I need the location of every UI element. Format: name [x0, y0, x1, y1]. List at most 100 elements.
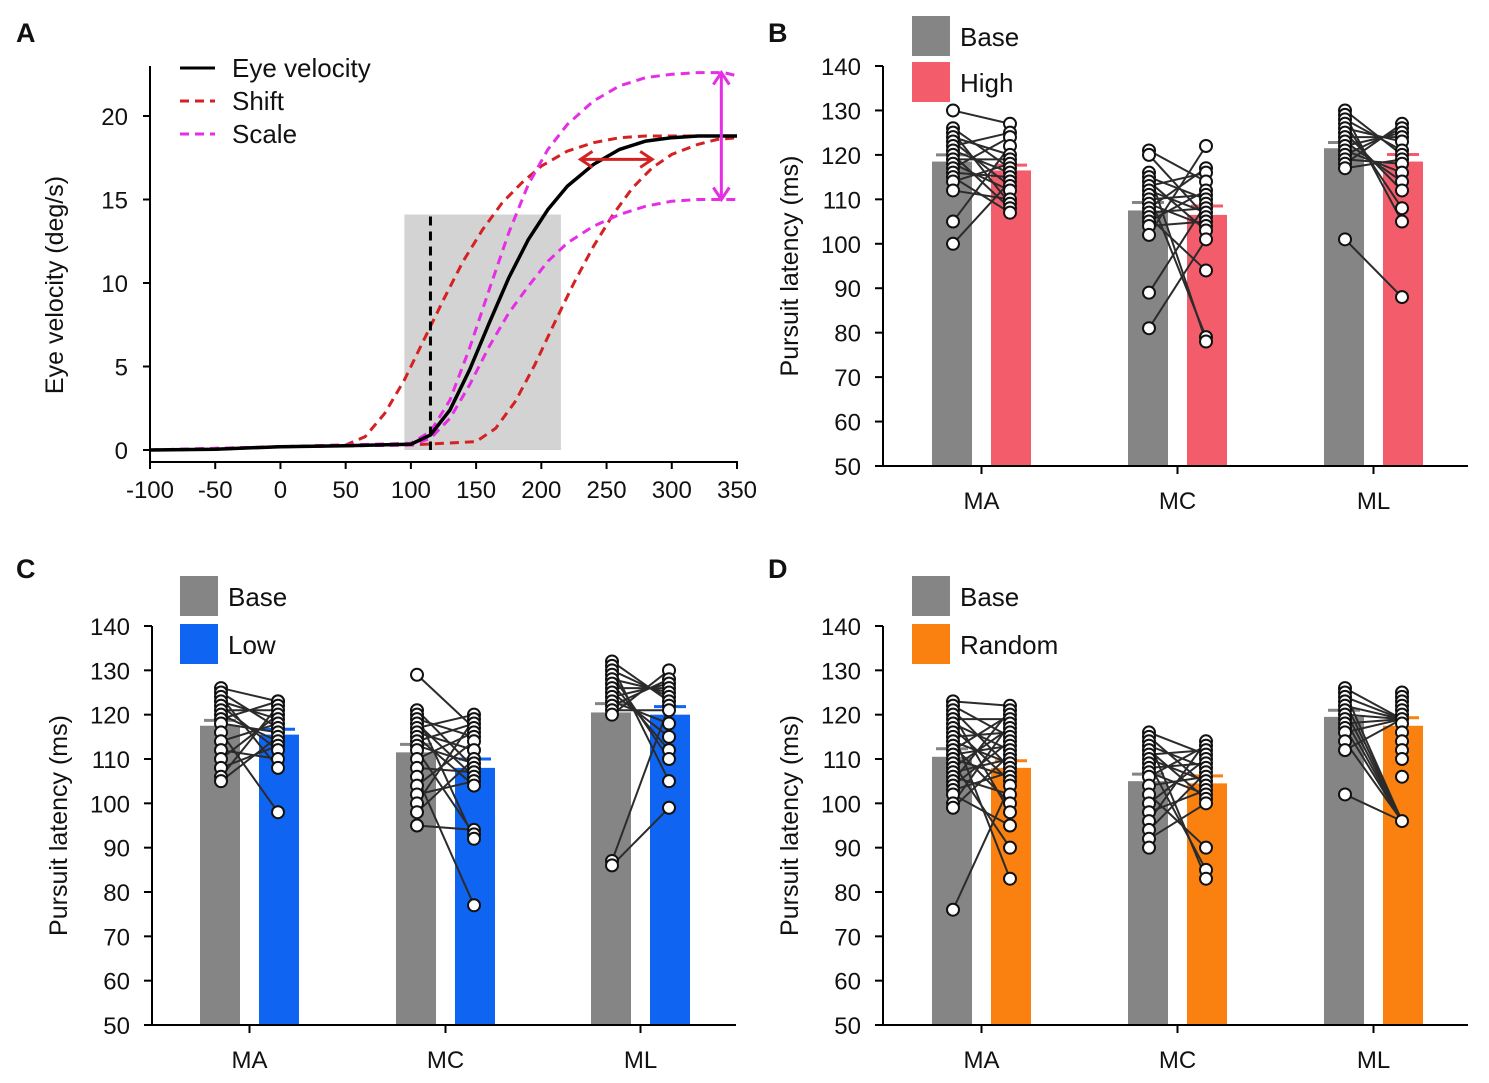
legend-label: Shift — [232, 86, 285, 116]
panel-d: D Base Random 50 60 70 80 90 100 110 120 130 140 MA M… — [768, 554, 1468, 1074]
subject-pair-line — [952, 189, 1011, 201]
subject-point-random — [1395, 752, 1409, 766]
subject-pair-line — [1344, 718, 1403, 734]
subject-pair-line — [220, 700, 279, 721]
y-tick-label: 20 — [101, 104, 128, 131]
y-tick-label: 80 — [834, 880, 861, 907]
subject-pair-line — [952, 731, 1011, 738]
legend-swatch-high — [912, 62, 950, 102]
subject-point-base — [1338, 787, 1352, 802]
y-tick-label: 80 — [103, 880, 130, 907]
subject-pair-line — [1344, 713, 1403, 721]
legend-label: Eye velocity — [232, 53, 371, 83]
x-tick-label: ML — [624, 1047, 657, 1074]
subject-pair-line — [611, 678, 670, 694]
subject-pair-line — [611, 682, 670, 698]
paired-lines-mc — [1148, 145, 1207, 342]
x-tick-label: MC — [427, 1047, 464, 1074]
subject-pair-line — [952, 727, 1011, 769]
subject-point-low — [662, 716, 676, 731]
x-tick-label: 300 — [652, 477, 692, 504]
y-tick-label: 70 — [103, 924, 130, 951]
subject-pair-line — [1344, 127, 1403, 143]
subject-point-high — [1395, 214, 1409, 229]
legend-swatch-base — [912, 16, 950, 56]
legend-label: Base — [960, 582, 1019, 612]
x-tick-label: MC — [1159, 488, 1196, 515]
y-axis-label: Eye velocity (deg/s) — [41, 176, 69, 394]
x-tick-label: ML — [1357, 1047, 1390, 1074]
subject-point-random — [1003, 871, 1017, 886]
y-tick-label: 70 — [834, 365, 861, 392]
bar-low-ma — [259, 734, 299, 1025]
subject-pair-line — [952, 180, 1011, 245]
subject-point-base — [605, 707, 619, 722]
series-line-scale-down — [149, 198, 737, 452]
subject-pair-line — [1344, 158, 1403, 170]
subject-pair-line — [1344, 704, 1403, 721]
y-tick-label: 60 — [834, 969, 861, 996]
x-tick-label: ML — [1357, 488, 1390, 515]
y-tick-label: 5 — [115, 355, 128, 382]
subject-point-low — [271, 760, 285, 775]
y-tick-label: 100 — [90, 791, 130, 818]
subject-pair-line — [220, 687, 279, 703]
subject-point-low — [467, 898, 481, 913]
subject-pair-line — [1344, 740, 1403, 822]
subject-point-low — [467, 831, 481, 846]
subject-point-base — [410, 667, 424, 682]
subject-pair-line — [1344, 687, 1403, 720]
y-tick-label: 130 — [821, 98, 861, 125]
subject-pair-line — [416, 731, 475, 760]
legend-swatch-low — [180, 624, 218, 664]
subject-point-high — [1199, 263, 1213, 278]
subject-pair-line — [1148, 771, 1207, 796]
subject-point-high — [1199, 334, 1213, 349]
subject-pair-line — [416, 718, 475, 804]
y-tick-label: 60 — [103, 969, 130, 996]
subject-point-random — [1003, 840, 1017, 855]
subject-pair-line — [220, 731, 279, 813]
subject-pair-line — [952, 140, 1011, 187]
legend-label: Random — [960, 630, 1058, 660]
subject-pair-line — [1344, 109, 1403, 156]
subject-point-base — [214, 774, 228, 789]
subject-pair-line — [416, 824, 475, 831]
subject-point-low — [662, 729, 676, 744]
x-tick-label: -100 — [126, 477, 174, 504]
series-line-eye-velocity — [149, 134, 737, 452]
x-tick-label: MA — [964, 488, 1000, 515]
legend-label: Low — [228, 630, 276, 660]
subject-pair-line — [416, 731, 475, 752]
subject-point-base — [1142, 840, 1156, 855]
subject-point-low — [662, 800, 676, 815]
subject-point-base — [410, 805, 424, 820]
subject-pair-line — [1148, 207, 1207, 214]
panel-c: C Base Low 50 60 70 80 90 100 110 120 130 140 MA MC ML… — [16, 554, 736, 1074]
subject-pair-line — [416, 740, 475, 787]
y-axis-label: Pursuit latency (ms) — [45, 715, 73, 936]
y-tick-label: 50 — [834, 454, 861, 481]
subject-pair-line — [1344, 718, 1403, 752]
subject-pair-line — [952, 744, 1011, 756]
paired-lines-ma — [220, 687, 279, 813]
subject-pair-line — [1148, 203, 1207, 294]
subject-pair-line — [952, 136, 1011, 170]
y-tick-label: 110 — [92, 747, 130, 774]
subject-point-base — [946, 902, 960, 917]
series-line-scale-up — [149, 71, 738, 452]
legend-label: Base — [228, 582, 287, 612]
subject-pair-line — [1148, 802, 1207, 840]
subject-pair-line — [416, 709, 475, 769]
panel-label-a: A — [16, 18, 36, 48]
paired-lines-ml — [1344, 109, 1403, 298]
legend-label: High — [960, 68, 1013, 98]
subject-point-base — [1142, 147, 1156, 162]
subject-pair-line — [952, 149, 1011, 174]
bar-base-ma — [932, 161, 972, 467]
subject-pair-line — [952, 744, 1011, 805]
y-tick-label: 70 — [834, 924, 861, 951]
y-axis-label: Pursuit latency (ms) — [776, 715, 804, 936]
legend-label: Scale — [232, 119, 297, 149]
